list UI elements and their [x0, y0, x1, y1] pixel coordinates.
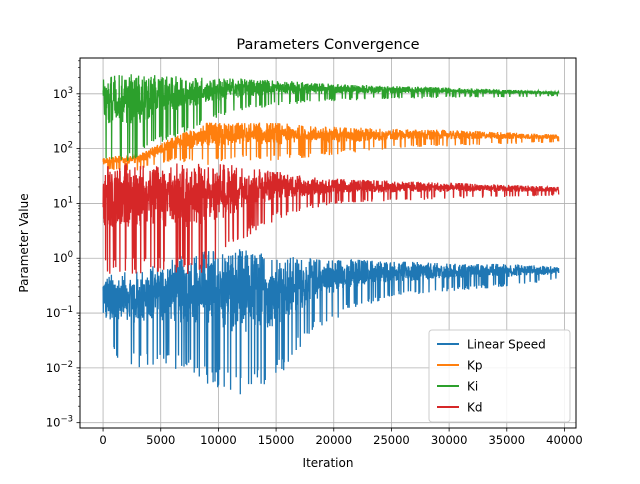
y-axis-label: Parameter Value	[17, 193, 31, 292]
series-line	[102, 74, 560, 161]
x-tick-label: 40000	[546, 433, 583, 447]
series-line	[102, 163, 560, 275]
y-tick-label: 102	[53, 141, 73, 156]
plot-frame	[79, 57, 577, 429]
x-tick-label: 25000	[373, 433, 410, 447]
y-tick-label: 101	[53, 195, 73, 210]
series-line	[102, 249, 560, 395]
legend-label: Linear Speed	[467, 338, 546, 352]
legend-label: Kp	[467, 359, 483, 373]
legend-label: Kd	[467, 401, 483, 415]
legend-box	[428, 329, 571, 423]
legend: Linear Speed Kp Ki Kd	[428, 329, 571, 423]
x-tick-label: 15000	[258, 433, 295, 447]
y-tick-label: 10−3	[46, 415, 73, 430]
x-tick-label: 10000	[200, 433, 237, 447]
x-tick-label: 30000	[431, 433, 468, 447]
series-layer	[102, 74, 560, 395]
y-tick-label: 10−2	[46, 360, 73, 375]
legend-label: Ki	[467, 380, 478, 394]
y-tick-label: 103	[53, 86, 73, 101]
x-tick-label: 5000	[146, 433, 175, 447]
x-tick-label: 0	[99, 433, 106, 447]
chart-title: Parameters Convergence	[236, 37, 419, 53]
y-tick-label: 10−1	[46, 305, 73, 320]
x-tick-label: 35000	[488, 433, 525, 447]
x-tick-label: 20000	[315, 433, 352, 447]
x-axis-label: Iteration	[303, 456, 354, 470]
series-line	[102, 122, 560, 171]
y-tick-label: 100	[53, 250, 73, 265]
